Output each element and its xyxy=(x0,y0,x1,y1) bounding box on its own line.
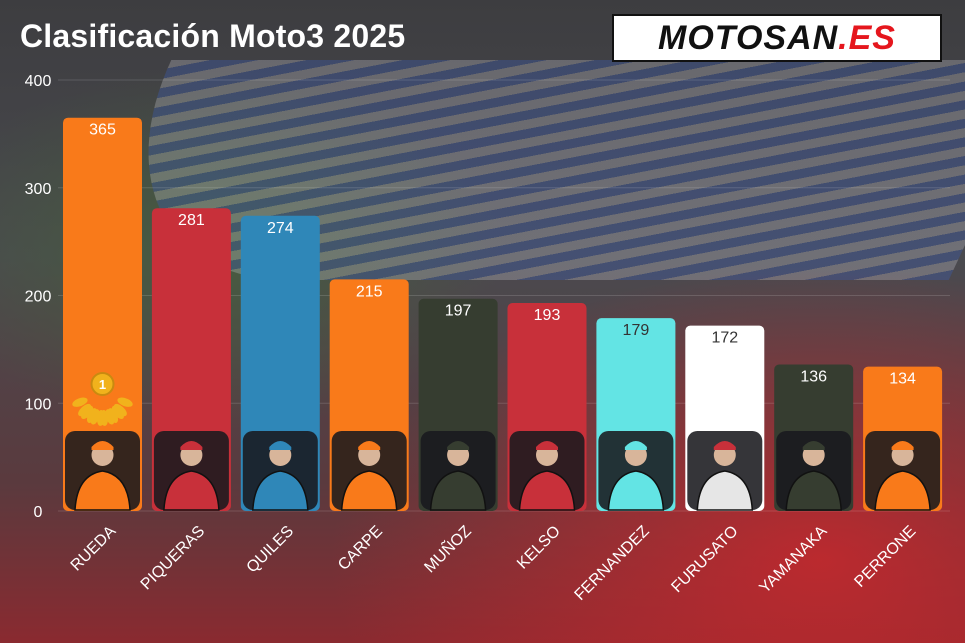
laurel-leaf-icon xyxy=(111,405,124,420)
x-tick-label: QUILES xyxy=(244,523,298,577)
x-tick-label: YAMANAKA xyxy=(756,523,830,597)
x-tick-label: CARPE xyxy=(335,523,386,574)
rider-suit-icon xyxy=(785,470,842,511)
y-tick-label: 400 xyxy=(25,73,52,90)
logo-main-text: MOTOSAN xyxy=(658,18,839,57)
logo-text: MOTOSAN.ES xyxy=(658,19,896,58)
bar-value-label: 172 xyxy=(711,330,738,347)
x-tick-label: MUÑOZ xyxy=(419,521,475,577)
x-tick-label: FERNANDEZ xyxy=(572,523,653,604)
logo-accent-text: .ES xyxy=(838,18,896,57)
rider-cap-icon xyxy=(891,441,914,450)
rider-cap-icon xyxy=(91,441,114,450)
y-tick-label: 0 xyxy=(34,504,43,521)
rider-cap-icon xyxy=(802,441,825,450)
bar-value-label: 274 xyxy=(267,220,294,237)
rider-cap-icon xyxy=(447,441,470,450)
y-tick-label: 200 xyxy=(25,289,52,306)
gold-medal-icon xyxy=(90,372,115,396)
rider-suit-icon xyxy=(74,470,131,511)
laurel-leaf-icon xyxy=(90,409,100,425)
x-tick-label: RUEDA xyxy=(68,523,120,575)
rider-cap-icon xyxy=(536,441,558,450)
x-tick-label: PERRONE xyxy=(851,523,919,591)
bar-value-label: 134 xyxy=(889,371,916,388)
rider-cap-icon xyxy=(269,441,292,450)
rider-cap-icon xyxy=(713,441,736,450)
laurel-leaf-icon xyxy=(105,409,115,425)
bar-value-label: 281 xyxy=(178,212,205,229)
bar-value-label: 365 xyxy=(89,122,116,139)
bar-value-label: 193 xyxy=(534,307,561,324)
laurel-leaf-icon xyxy=(117,397,133,407)
y-tick-label: 100 xyxy=(25,396,52,413)
rider-suit-icon xyxy=(252,470,309,511)
rider-cap-icon xyxy=(358,441,381,450)
rider-cap-icon xyxy=(624,441,647,450)
rider-suit-icon xyxy=(518,470,576,511)
x-tick-label: KELSO xyxy=(514,523,564,573)
rider-suit-icon xyxy=(163,470,220,511)
rider-cap-icon xyxy=(180,441,203,450)
bar-value-label: 215 xyxy=(356,283,383,300)
bar-value-label: 179 xyxy=(623,322,650,339)
x-tick-label: PIQUERAS xyxy=(138,523,208,593)
x-tick-label: FURUSATO xyxy=(668,523,741,596)
laurel-leaf-icon xyxy=(81,405,94,420)
bar-value-label: 136 xyxy=(800,368,827,385)
rider-suit-icon xyxy=(607,470,665,511)
rider-suit-icon xyxy=(340,470,398,511)
rider-suit-icon xyxy=(696,470,754,511)
bar-value-label: 197 xyxy=(445,303,472,320)
laurel-leaf-icon xyxy=(72,397,88,407)
motosan-logo: MOTOSAN.ES xyxy=(612,14,942,62)
y-tick-label: 300 xyxy=(25,181,52,198)
rider-suit-icon xyxy=(429,470,487,511)
rider-suit-icon xyxy=(874,470,931,511)
medal-rank-label: 1 xyxy=(99,377,106,392)
chart-title: Clasificación Moto3 2025 xyxy=(20,18,406,54)
